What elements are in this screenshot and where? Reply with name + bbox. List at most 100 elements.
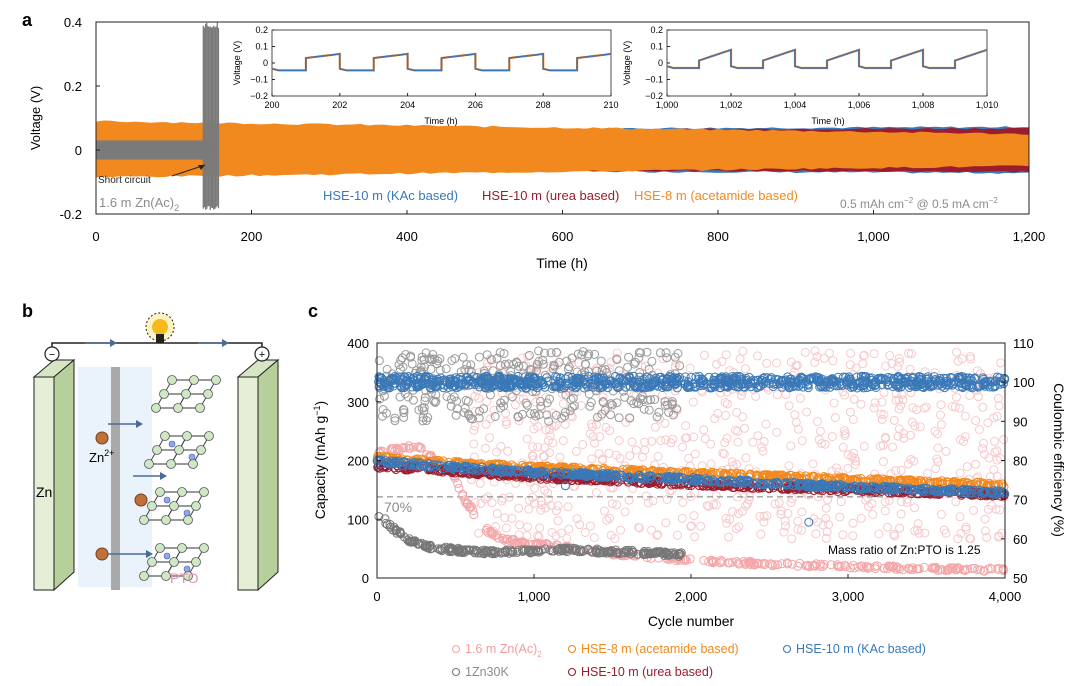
inserted-ion-icon [163, 496, 171, 504]
capacity-point-zn_ac [913, 564, 923, 574]
capacity-point-zn30k [552, 545, 562, 555]
ce-point-1zn30k [670, 352, 680, 362]
legend-c-marker-acetamide [567, 644, 577, 654]
capacity-point-kac [674, 472, 684, 482]
ce-point-hse [750, 379, 760, 389]
capacity-point-zn_ac [398, 443, 408, 452]
ce-point-zn-ac [856, 399, 866, 409]
ce-point-1zn30k [432, 359, 442, 369]
ce-point-hse [934, 376, 944, 386]
positive-terminal [254, 346, 270, 362]
negative-terminal [44, 346, 60, 362]
ce-point-zn-ac [759, 437, 769, 446]
ce-point-zn-ac [995, 505, 1005, 515]
ce-point-1zn30k [647, 356, 657, 366]
ce-point-zn-ac [721, 350, 731, 360]
capacity-point-zn30k [642, 549, 651, 559]
ce-point-hse [734, 372, 744, 381]
inset-xtick-label: 202 [332, 100, 347, 110]
panel-label-a: a [22, 10, 33, 30]
capacity-point-kac [902, 485, 912, 495]
ce-point-zn-ac [706, 439, 716, 449]
capacity-point-zn_ac [741, 558, 751, 568]
ce-point-zn-ac [503, 446, 513, 456]
ce-point-1zn30k [650, 395, 660, 404]
capacity-point-zn30k [391, 526, 401, 536]
ce-point-zn-ac [753, 431, 763, 441]
ce-point-zn-ac [688, 397, 698, 407]
ce-point-zn-ac [787, 494, 797, 503]
capacity-point-kac [972, 488, 981, 498]
inset-ytick-label: 0 [263, 58, 268, 68]
capacity-point-zn30k [594, 545, 604, 555]
capacity-point-kac [513, 466, 523, 476]
capacity-point-kac [444, 463, 454, 473]
ce-point-zn-ac [738, 346, 748, 356]
ce-point-zn-ac [874, 529, 884, 539]
pto-molecule-icon [147, 501, 157, 511]
ce-point-hse [573, 374, 583, 384]
pto-molecule-icon [139, 571, 149, 581]
ce-point-hse [588, 382, 598, 392]
inset-trace-kac [666, 48, 988, 69]
ce-point-zn-ac [906, 349, 916, 359]
capacity-point-kac [768, 480, 778, 490]
ce-point-zn-ac [540, 443, 550, 453]
ce-point-hse [893, 382, 903, 392]
capacity-point-kac [389, 458, 399, 468]
ce-point-hse [519, 380, 529, 390]
ce-point-hse [793, 376, 803, 386]
capacity-point-zn30k [575, 545, 585, 555]
ce-point-zn-ac [598, 392, 608, 402]
ce-point-hse [829, 380, 839, 390]
capacity-point-kac [923, 486, 933, 496]
capacity-point-kac [509, 465, 519, 475]
ce-point-zn-ac [830, 413, 840, 423]
ce-point-1zn30k [545, 394, 554, 404]
inset-ytick-label: 0.1 [650, 42, 663, 52]
ce-point-zn-ac [562, 533, 572, 543]
capacity-point-kac [576, 467, 586, 477]
ce-point-zn-ac [921, 402, 931, 412]
zn-electrode-label: Zn [36, 484, 52, 500]
capacity-point-zn30k [618, 547, 628, 557]
capacity-point-urea [645, 477, 655, 487]
capacity-point-zn_ac [908, 565, 918, 575]
ce-point-zn-ac [797, 507, 807, 517]
a-ytick-label: 0.2 [64, 79, 82, 94]
ce-point-zn-ac [953, 356, 963, 366]
ce-point-hse [641, 383, 651, 393]
capacity-point-kac [932, 487, 941, 497]
ce-point-hse [939, 378, 949, 388]
ce-point-zn-ac [719, 449, 729, 459]
ce-point-hse [425, 383, 435, 393]
ce-point-hse [822, 377, 832, 387]
ce-point-zn-ac [876, 409, 886, 419]
c-ytick-label: 400 [347, 336, 369, 351]
ce-point-zn-ac [983, 418, 993, 428]
electron-flow-arrowhead-1 [110, 339, 117, 347]
ce-point-zn-ac [724, 532, 734, 542]
capacity-point-zn_ac [863, 563, 872, 573]
inset-ytick-label: −0.1 [645, 75, 663, 85]
panel-a-voltage-chart: 0 200 400 600 800 1,000 1,200 -0.2 0 0.2 0.4 Volta… [28, 15, 1045, 271]
ce-point-zn-ac [474, 393, 484, 403]
ce-point-zn-ac [812, 417, 822, 426]
pto-molecule-icon [144, 459, 154, 469]
ce-point-1zn30k [567, 353, 577, 363]
capacity-point-kac [593, 470, 603, 480]
legend-c-label-kac: HSE-10 m (KAc based) [796, 642, 926, 656]
capacity-point-zn_ac [903, 563, 913, 573]
ce-point-1zn30k [466, 413, 476, 423]
ce-point-1zn30k [606, 399, 616, 409]
capacity-point-zn_ac [747, 557, 757, 567]
ce-point-zn-ac [906, 430, 916, 440]
ce-point-1zn30k [557, 413, 567, 423]
ce-point-zn-ac [819, 353, 829, 363]
ce-point-hse [741, 375, 751, 385]
capacity-point-zn_ac [711, 557, 721, 567]
ce-point-zn-ac [820, 439, 830, 449]
ce-point-zn-ac [612, 348, 622, 358]
c-ytick-label: 100 [347, 512, 369, 527]
ce-point-zn-ac [481, 443, 490, 453]
